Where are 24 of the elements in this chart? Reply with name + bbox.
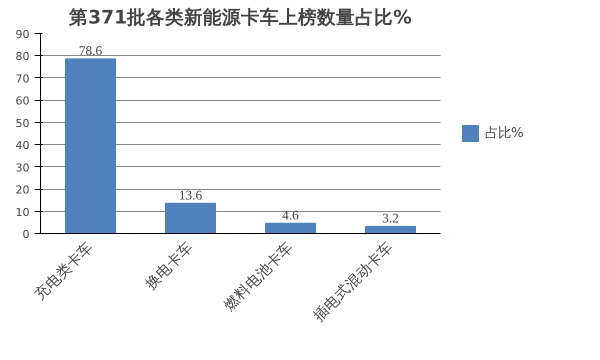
chart-title: 第371批各类新能源卡车上榜数量占比% [68, 6, 412, 28]
data-label: 78.6 [78, 42, 102, 58]
y-tick-label: 60 [16, 94, 30, 108]
bar [165, 202, 216, 234]
x-tick-label: 插电式混动卡车 [310, 238, 397, 325]
data-label: 13.6 [178, 187, 202, 202]
y-tick-label: 70 [16, 72, 30, 86]
y-tick-label: 0 [22, 228, 30, 241]
y-tick-label: 80 [16, 50, 30, 64]
y-tick-label: 50 [16, 116, 30, 130]
bar [365, 226, 416, 234]
y-tick-label: 30 [16, 161, 30, 174]
x-tick-label: 燃料电池卡车 [220, 238, 297, 314]
legend-label: 占比% [485, 124, 524, 142]
x-tick-label: 换电卡车 [142, 238, 197, 293]
data-label: 4.6 [282, 207, 300, 222]
y-tick-label: 90 [16, 28, 30, 41]
bar [265, 222, 316, 234]
x-tick-label: 充电类卡车 [31, 238, 97, 304]
bar [65, 58, 116, 234]
data-label: 3.2 [382, 210, 399, 226]
y-tick-label: 20 [16, 184, 30, 197]
y-tick-label: 10 [16, 206, 30, 219]
y-tick-label: 40 [16, 139, 30, 152]
